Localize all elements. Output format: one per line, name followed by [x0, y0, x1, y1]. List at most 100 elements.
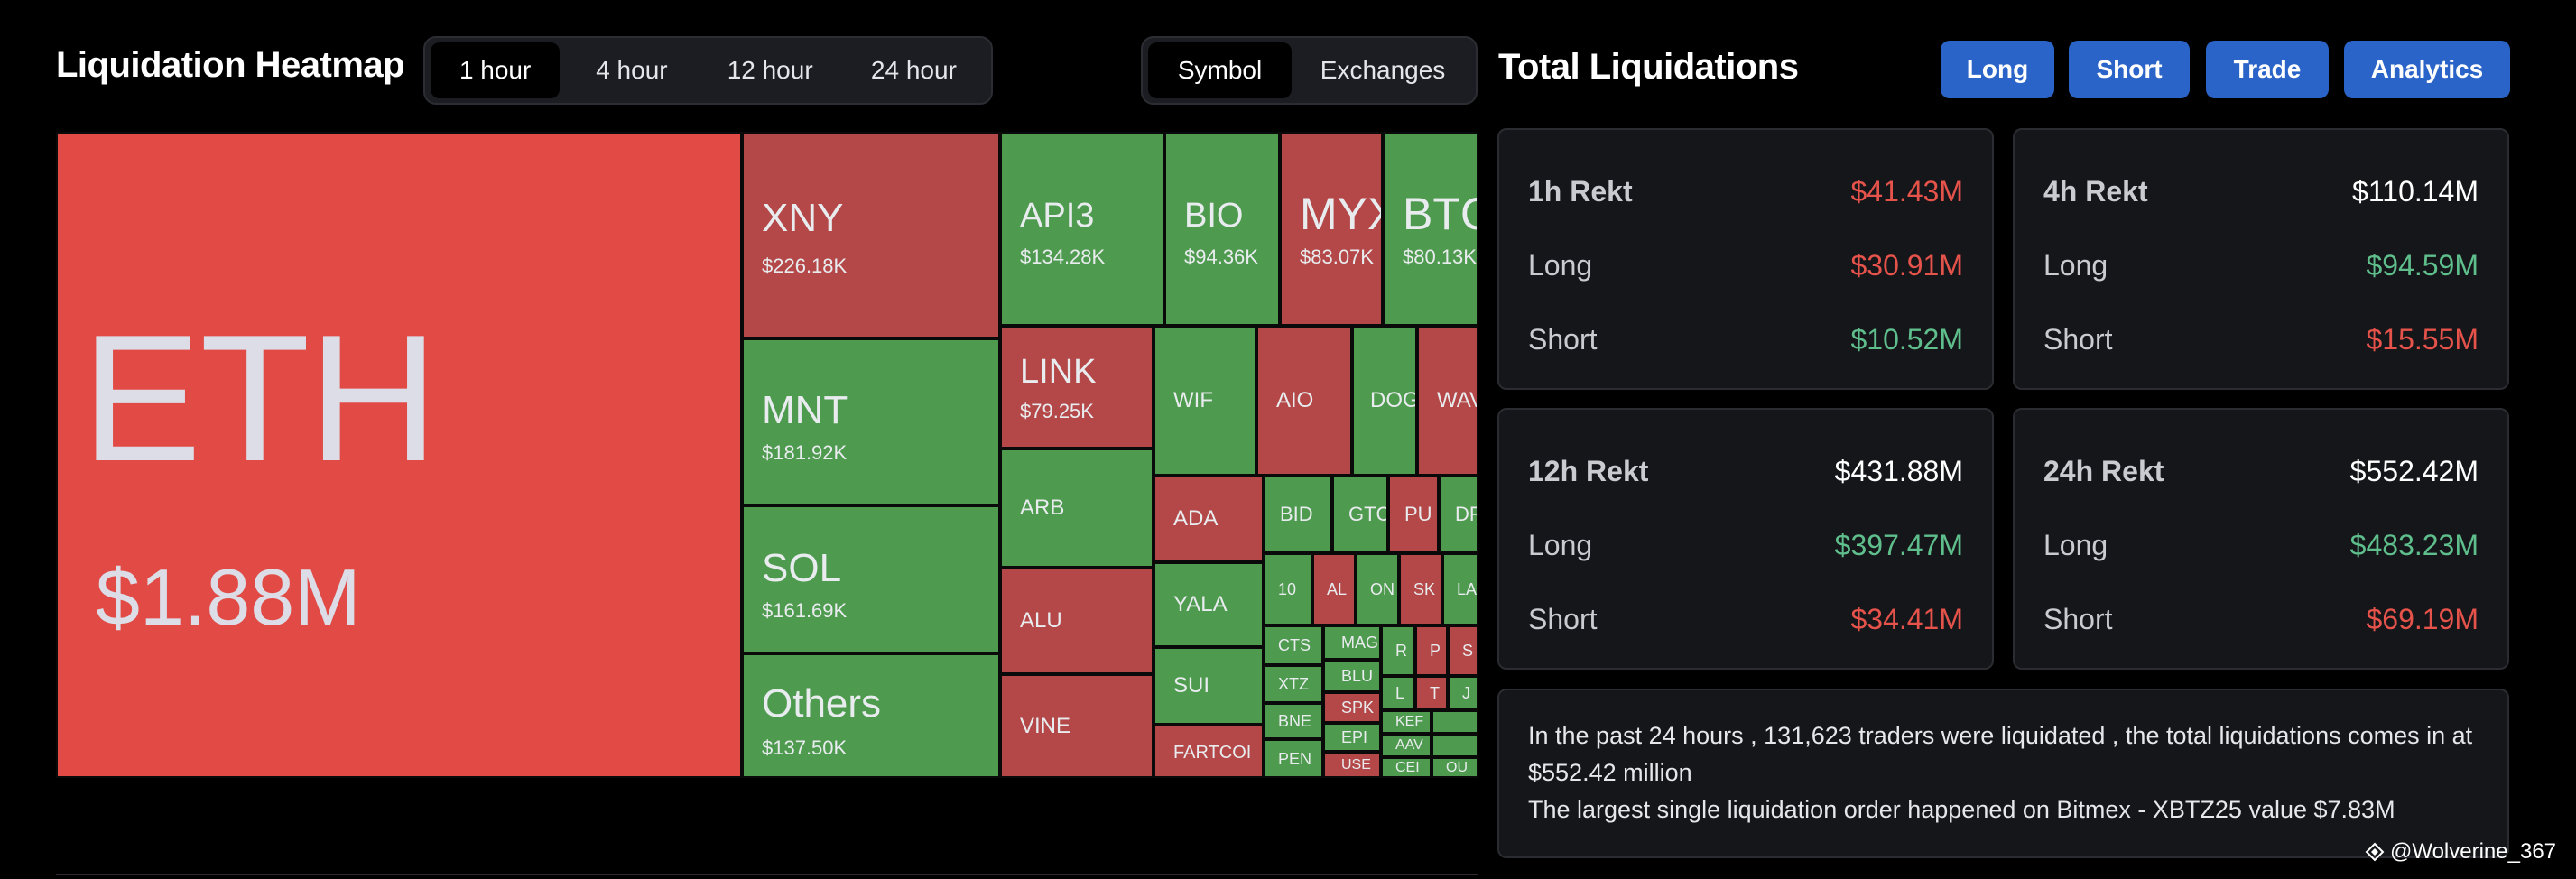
tile-blu[interactable]: BLU [1323, 660, 1381, 692]
tile-symbol: DF [1455, 503, 1477, 525]
mode-symbol[interactable]: Symbol [1148, 42, 1293, 98]
rekt-card-12h: 12h Rekt $431.88M Long $397.47M Short $3… [1497, 408, 1994, 670]
tile-mag[interactable]: MAG [1323, 625, 1381, 660]
tile-kef[interactable]: KEF [1381, 710, 1432, 734]
tile-j[interactable]: J [1448, 676, 1478, 710]
tile-sui[interactable]: SUI [1154, 647, 1264, 725]
tile-pen[interactable]: PEN [1264, 739, 1323, 778]
card-long-row: Long $30.91M [1528, 247, 1963, 283]
tile-symbol: L [1395, 684, 1405, 702]
tile-wif[interactable]: WIF [1154, 326, 1256, 476]
tile-aio[interactable]: AIO [1256, 326, 1352, 476]
tile-symbol: CEI [1395, 759, 1420, 775]
tile-spk[interactable]: SPK [1323, 692, 1381, 723]
tile-sk[interactable]: SK [1399, 553, 1442, 625]
tile-bid[interactable]: BID [1264, 476, 1332, 553]
tile-symbol: Others [762, 681, 882, 726]
tile-small-a[interactable] [1432, 710, 1478, 734]
card-label: 12h Rekt [1528, 455, 1649, 487]
tile-symbol: T [1430, 684, 1440, 702]
timeframe-4-hour[interactable]: 4 hour [596, 56, 668, 84]
tile-mnt[interactable]: MNT $181.92K [742, 338, 1000, 505]
timeframe-1-hour[interactable]: 1 hour [431, 42, 561, 98]
tile-value: $226.18K [762, 254, 848, 277]
tile-xtz[interactable]: XTZ [1264, 665, 1323, 703]
tile-yala[interactable]: YALA [1154, 562, 1264, 647]
summary-line-1: In the past 24 hours , 131,623 traders w… [1528, 722, 2473, 786]
card-long-row: Long $94.59M [2043, 247, 2479, 283]
tile-symbol: PU [1404, 503, 1432, 525]
tile-p[interactable]: P [1415, 625, 1448, 676]
tile-symbol: AIO [1276, 388, 1314, 412]
tile-ada[interactable]: ADA [1154, 476, 1264, 562]
tile-symbol: OU [1446, 759, 1468, 775]
tile-symbol: P [1430, 642, 1441, 660]
tile-r[interactable]: R [1381, 625, 1415, 676]
liquidation-summary: In the past 24 hours , 131,623 traders w… [1497, 689, 2509, 858]
tile-bio[interactable]: BIO $94.36K [1164, 132, 1280, 326]
tile-link[interactable]: LINK $79.25K [1000, 326, 1154, 449]
tile-symbol: XTZ [1278, 675, 1309, 693]
tile-ou[interactable]: OU [1432, 757, 1478, 778]
tile-pu[interactable]: PU [1388, 476, 1439, 553]
rekt-card-4h: 4h Rekt $110.14M Long $94.59M Short $15.… [2013, 128, 2509, 390]
timeframe-12-hour[interactable]: 12 hour [727, 56, 813, 84]
long-label: Long [1528, 529, 1593, 561]
tile-eth[interactable]: ETH $1.88M [56, 132, 742, 778]
tile-value: $1.88M [96, 552, 361, 642]
tile-symbol: BLU [1341, 667, 1374, 685]
tile-symbol: SPK [1341, 699, 1375, 717]
analytics-button[interactable]: Analytics [2344, 41, 2510, 98]
tile-sol[interactable]: SOL $161.69K [742, 505, 1000, 653]
tile-symbol: ETH [81, 298, 439, 499]
heatmap-title: Liquidation Heatmap [56, 45, 405, 85]
tile-alu[interactable]: ALU [1000, 568, 1154, 674]
short-button[interactable]: Short [2069, 41, 2190, 98]
tile-10[interactable]: 10 [1264, 553, 1312, 625]
tile-value: $79.25K [1020, 400, 1094, 422]
long-button[interactable]: Long [1941, 41, 2054, 98]
tile-symbol: MNT [762, 388, 848, 432]
tile-wav[interactable]: WAV [1417, 326, 1478, 476]
tile-symbol: PEN [1278, 749, 1312, 768]
total-liquidations-title: Total Liquidations [1498, 47, 1799, 87]
tile-gtc[interactable]: GTC [1332, 476, 1388, 553]
tile-al[interactable]: AL [1312, 553, 1356, 625]
tile-epi[interactable]: EPI [1323, 723, 1381, 752]
tile-arb[interactable]: ARB [1000, 449, 1154, 568]
tile-myx[interactable]: MYX $83.07K [1280, 132, 1383, 326]
tile-symbol: SUI [1173, 673, 1210, 698]
mode-exchanges[interactable]: Exchanges [1320, 56, 1446, 84]
tile-btc[interactable]: BTC $80.13K [1383, 132, 1478, 326]
tile-symbol: BIO [1184, 197, 1244, 235]
card-short-row: Short $69.19M [2043, 601, 2479, 637]
card-header: 1h Rekt $41.43M [1528, 173, 1963, 209]
tile-symbol: BID [1280, 503, 1313, 525]
card-label: 1h Rekt [1528, 175, 1633, 208]
tile-cei[interactable]: CEI [1381, 757, 1432, 778]
card-total: $431.88M [1834, 455, 1963, 487]
tile-on[interactable]: ON [1356, 553, 1399, 625]
tile-xny[interactable]: XNY $226.18K [742, 132, 1000, 338]
short-value: $10.52M [1850, 323, 1963, 356]
tile-use[interactable]: USE [1323, 752, 1381, 778]
timeframe-24-hour[interactable]: 24 hour [870, 56, 957, 84]
tile-la[interactable]: LA [1442, 553, 1478, 625]
tile-api3[interactable]: API3 $134.28K [1000, 132, 1164, 326]
tile-vine[interactable]: VINE [1000, 674, 1154, 778]
trade-button[interactable]: Trade [2206, 41, 2329, 98]
tile-cts[interactable]: CTS [1264, 625, 1323, 665]
tile-bne[interactable]: BNE [1264, 703, 1323, 739]
tile-fartcoin[interactable]: FARTCOI [1154, 725, 1264, 778]
tile-l[interactable]: L [1381, 676, 1415, 710]
tile-symbol: MYX [1300, 189, 1381, 239]
tile-s[interactable]: S [1448, 625, 1478, 676]
tile-small-b[interactable] [1432, 734, 1478, 757]
tile-dog[interactable]: DOG [1352, 326, 1417, 476]
tile-others[interactable]: Others $137.50K [742, 653, 1000, 778]
tile-t[interactable]: T [1415, 676, 1448, 710]
tile-aav[interactable]: AAV [1381, 734, 1432, 757]
card-long-row: Long $483.23M [2043, 527, 2479, 563]
tile-df[interactable]: DF [1439, 476, 1478, 553]
watermark-handle: @Wolverine_367 [2390, 839, 2557, 864]
